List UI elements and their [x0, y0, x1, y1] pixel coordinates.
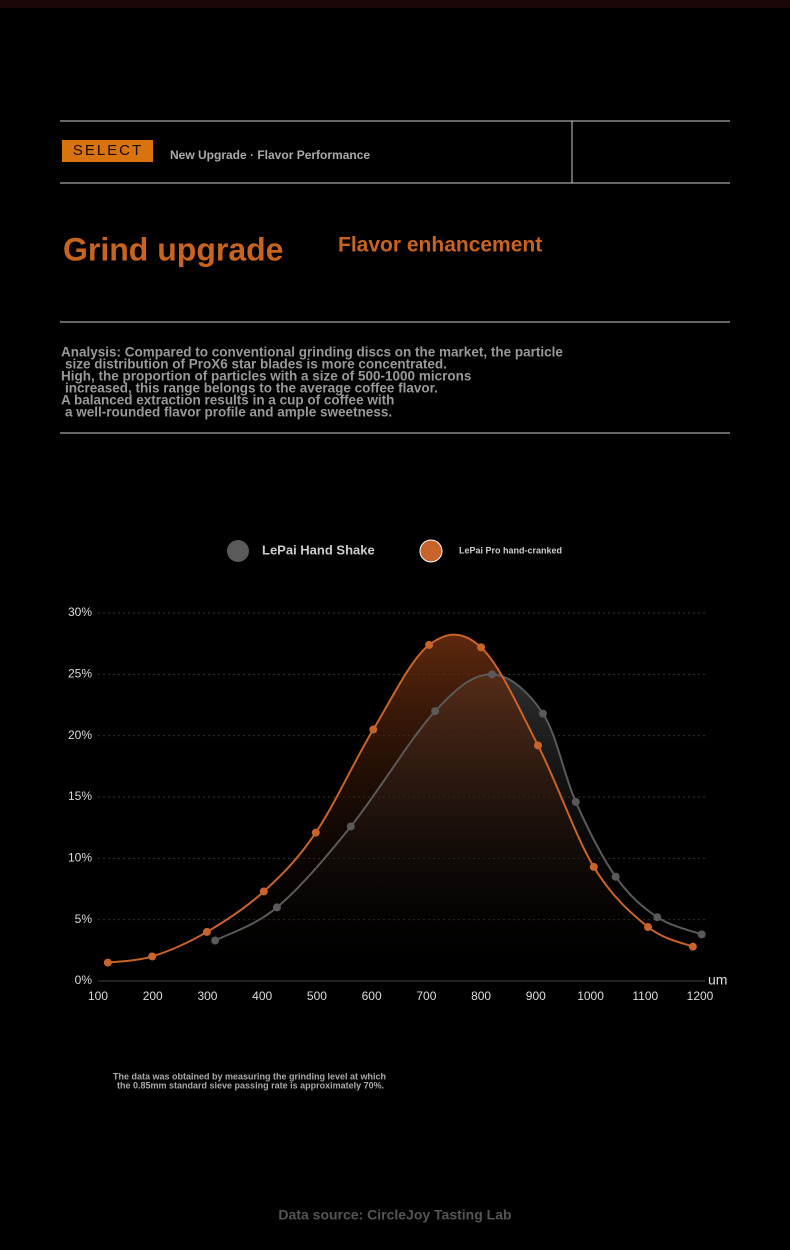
data-point [431, 707, 440, 716]
x-tick-label: 800 [471, 989, 491, 1003]
footnote-line: the 0.85mm standard sieve passing rate i… [117, 1080, 384, 1090]
data-point [488, 670, 497, 679]
y-tick-label: 30% [68, 605, 92, 619]
analysis-line: Analysis: Compared to conventional grind… [61, 345, 563, 360]
y-tick-label: 25% [68, 667, 92, 681]
title: Grind upgrade [63, 231, 283, 267]
data-point [202, 927, 211, 936]
x-tick-label: 900 [526, 989, 546, 1003]
source: Data source: CircleJoy Tasting Lab [278, 1207, 511, 1223]
data-point [571, 797, 580, 806]
x-tick-label: 200 [143, 989, 163, 1003]
x-axis-label: um [708, 972, 727, 988]
data-point [534, 741, 543, 750]
y-tick-label: 5% [75, 912, 93, 926]
x-tick-label: 600 [362, 989, 382, 1003]
analysis-line: A balanced extraction results in a cup o… [61, 393, 394, 408]
data-point [611, 872, 620, 881]
x-tick-label: 100 [88, 989, 108, 1003]
analysis-line: size distribution of ProX6 star blades i… [65, 357, 447, 372]
data-point [103, 958, 112, 967]
analysis-line: a well-rounded flavor profile and ample … [65, 405, 392, 420]
legend-label: LePai Pro hand-cranked [459, 545, 562, 555]
x-tick-label: 700 [416, 989, 436, 1003]
x-tick-label: 1000 [577, 989, 604, 1003]
data-point [538, 709, 547, 718]
legend-label: LePai Hand Shake [262, 542, 375, 557]
footnote-line: The data was obtained by measuring the g… [113, 1071, 386, 1081]
data-point [211, 936, 220, 945]
top-strip [0, 0, 790, 8]
badge [62, 140, 153, 162]
badge-text: SELECT [73, 142, 143, 159]
y-tick-label: 15% [68, 789, 92, 803]
data-point [477, 643, 486, 652]
data-point [425, 640, 434, 649]
data-point [688, 942, 697, 951]
y-tick-label: 10% [68, 851, 92, 865]
data-point [697, 930, 706, 939]
data-point [272, 903, 281, 912]
data-point [311, 828, 320, 837]
x-tick-label: 1200 [687, 989, 714, 1003]
data-point [644, 923, 653, 932]
x-tick-label: 300 [197, 989, 217, 1003]
analysis-line: increased, this range belongs to the ave… [65, 381, 438, 396]
y-tick-label: 0% [75, 973, 93, 987]
legend-swatch [419, 539, 443, 563]
subtitle: Flavor enhancement [338, 234, 542, 257]
x-tick-label: 500 [307, 989, 327, 1003]
y-tick-label: 20% [68, 728, 92, 742]
x-tick-label: 400 [252, 989, 272, 1003]
data-point [259, 887, 268, 896]
x-tick-label: 1100 [632, 989, 658, 1003]
series-area [107, 634, 693, 981]
data-point [653, 913, 662, 922]
data-point [369, 725, 378, 734]
analysis-line: High, the proportion of particles with a… [61, 369, 471, 384]
tagline: New Upgrade · Flavor Performance [170, 148, 370, 162]
data-point [346, 822, 355, 831]
data-point [148, 952, 157, 961]
data-point [589, 862, 598, 871]
series-line [214, 673, 703, 942]
legend-swatch [227, 540, 249, 562]
